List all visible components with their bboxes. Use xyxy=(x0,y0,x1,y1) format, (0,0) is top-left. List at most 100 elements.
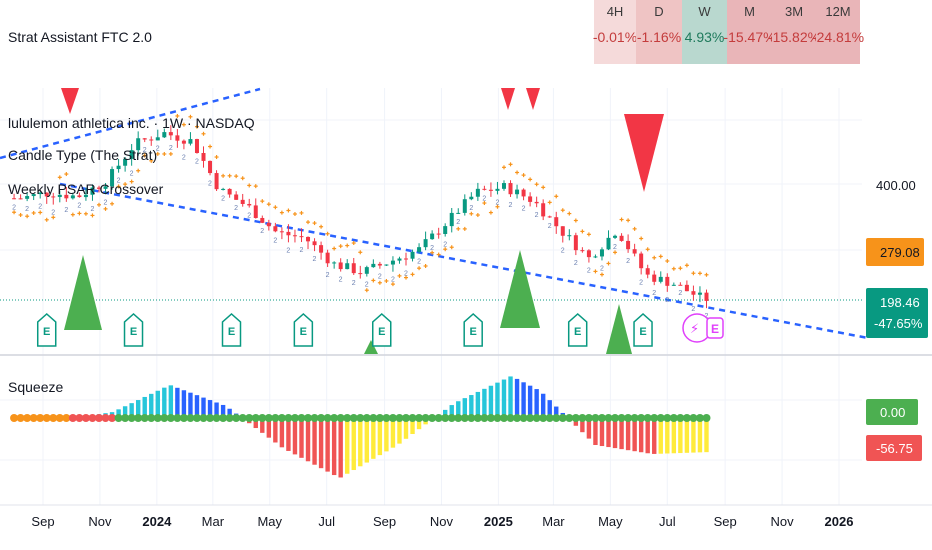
earnings-marker[interactable]: E xyxy=(221,312,242,347)
candle-body xyxy=(521,189,526,197)
svg-text:E: E xyxy=(43,326,50,338)
squeeze-dot xyxy=(604,414,613,422)
squeeze-bar xyxy=(488,385,494,418)
candle-body xyxy=(299,236,304,238)
candles xyxy=(12,125,709,309)
psar-dot xyxy=(155,151,160,156)
candle-body xyxy=(51,196,56,198)
strat-label: 2 xyxy=(704,313,708,320)
time-axis-label: May xyxy=(257,514,282,529)
candle-body xyxy=(64,194,69,199)
squeeze-bar xyxy=(292,418,298,455)
candle-body xyxy=(462,199,467,213)
psar-dot xyxy=(364,288,369,293)
candle-body xyxy=(44,192,49,197)
earnings-marker[interactable]: E xyxy=(633,312,653,347)
earnings-marker[interactable]: E xyxy=(123,312,144,347)
strat-label: 2 xyxy=(90,206,94,213)
candle-body xyxy=(162,132,167,138)
candle-body xyxy=(697,292,702,295)
squeeze-bar xyxy=(155,390,160,418)
candle-body xyxy=(194,139,199,154)
squeeze-bar xyxy=(371,418,376,459)
squeeze-dot xyxy=(81,414,90,422)
squeeze-bar xyxy=(678,418,683,454)
candle-body xyxy=(691,291,696,295)
upper-trendline xyxy=(0,87,261,160)
squeeze-dot xyxy=(473,414,482,422)
ftc-timeframe: M xyxy=(744,4,755,19)
psar-dot xyxy=(57,175,62,180)
time-axis[interactable]: Sep Nov 2024 Mar May Jul Sep Nov 2025 Mar May Jul Se… xyxy=(31,514,853,529)
squeeze-dot xyxy=(656,414,665,422)
symbol-legend[interactable]: lululemon athletica inc. · 1W · NASDAQ xyxy=(8,115,255,131)
psar-legend[interactable]: Weekly PSAR Crossover xyxy=(8,181,164,197)
psar-dot xyxy=(31,210,36,215)
candle-body xyxy=(214,173,219,190)
strat-label: 2 xyxy=(443,242,447,249)
psar-dot xyxy=(338,244,343,249)
candle-body xyxy=(573,235,578,251)
earnings-marker[interactable]: E xyxy=(293,312,314,347)
squeeze-dot xyxy=(343,414,352,422)
current-bar-marker[interactable]: ⚡ E xyxy=(682,313,724,343)
candle-body xyxy=(639,253,644,269)
squeeze-dot xyxy=(258,414,267,422)
candle-body xyxy=(208,160,213,174)
psar-dot xyxy=(671,266,676,271)
svg-text:279.08: 279.08 xyxy=(880,245,920,260)
squeeze-dot xyxy=(663,414,672,422)
psar-dot xyxy=(83,211,88,216)
svg-text:E: E xyxy=(378,326,385,338)
earnings-marker[interactable]: E xyxy=(36,312,57,347)
squeeze-dot xyxy=(532,414,541,422)
earnings-marker[interactable]: E xyxy=(463,312,483,347)
squeeze-bar xyxy=(665,418,670,454)
candle-body xyxy=(266,222,271,227)
candle-body xyxy=(325,252,330,264)
squeeze-zero-tag: 0.00 xyxy=(866,399,918,425)
candle-body xyxy=(586,250,591,258)
psar-dot xyxy=(25,214,30,219)
earnings-marker[interactable]: E xyxy=(371,312,392,347)
psar-dot xyxy=(234,174,239,179)
psar-dot xyxy=(684,263,689,268)
candle-body xyxy=(155,137,160,141)
squeeze-bar xyxy=(351,418,356,471)
psar-dot xyxy=(462,226,467,231)
candle-body xyxy=(338,262,343,270)
squeeze-bar xyxy=(645,418,650,454)
candle-type-legend[interactable]: Candle Type (The Strat) xyxy=(8,147,157,163)
squeeze-bar xyxy=(390,418,396,448)
squeeze-bar xyxy=(194,395,200,418)
squeeze-title[interactable]: Squeeze xyxy=(8,379,63,395)
psar-dot xyxy=(567,211,572,216)
psar-dot xyxy=(613,250,618,255)
svg-text:0.00: 0.00 xyxy=(880,405,905,420)
squeeze-bar xyxy=(501,379,507,418)
psar-dot xyxy=(436,252,441,257)
strat-label: 2 xyxy=(156,145,160,152)
earnings-marker[interactable]: E xyxy=(567,312,588,347)
indicator-title[interactable]: Strat Assistant FTC 2.0 xyxy=(8,29,152,45)
squeeze-dot xyxy=(290,414,299,422)
psar-dot xyxy=(593,269,598,274)
squeeze-dot xyxy=(388,414,397,422)
candle-body xyxy=(508,183,513,195)
strat-label: 2 xyxy=(143,147,147,154)
psar-dot xyxy=(253,184,258,189)
strat-label: 2 xyxy=(469,205,473,212)
candle-body xyxy=(279,231,284,233)
candle-body xyxy=(436,233,441,235)
time-axis-label: Nov xyxy=(771,514,795,529)
psar-dot xyxy=(501,165,506,170)
candle-body xyxy=(136,138,141,151)
squeeze-dot xyxy=(212,414,221,422)
candle-body xyxy=(260,217,265,223)
candle-body xyxy=(292,235,297,237)
ftc-table: 4H-0.01%D-1.16%W4.93%M-15.47%3M-15.82%12… xyxy=(593,0,864,64)
squeeze-dot xyxy=(16,414,25,422)
time-axis-label: Nov xyxy=(88,514,112,529)
